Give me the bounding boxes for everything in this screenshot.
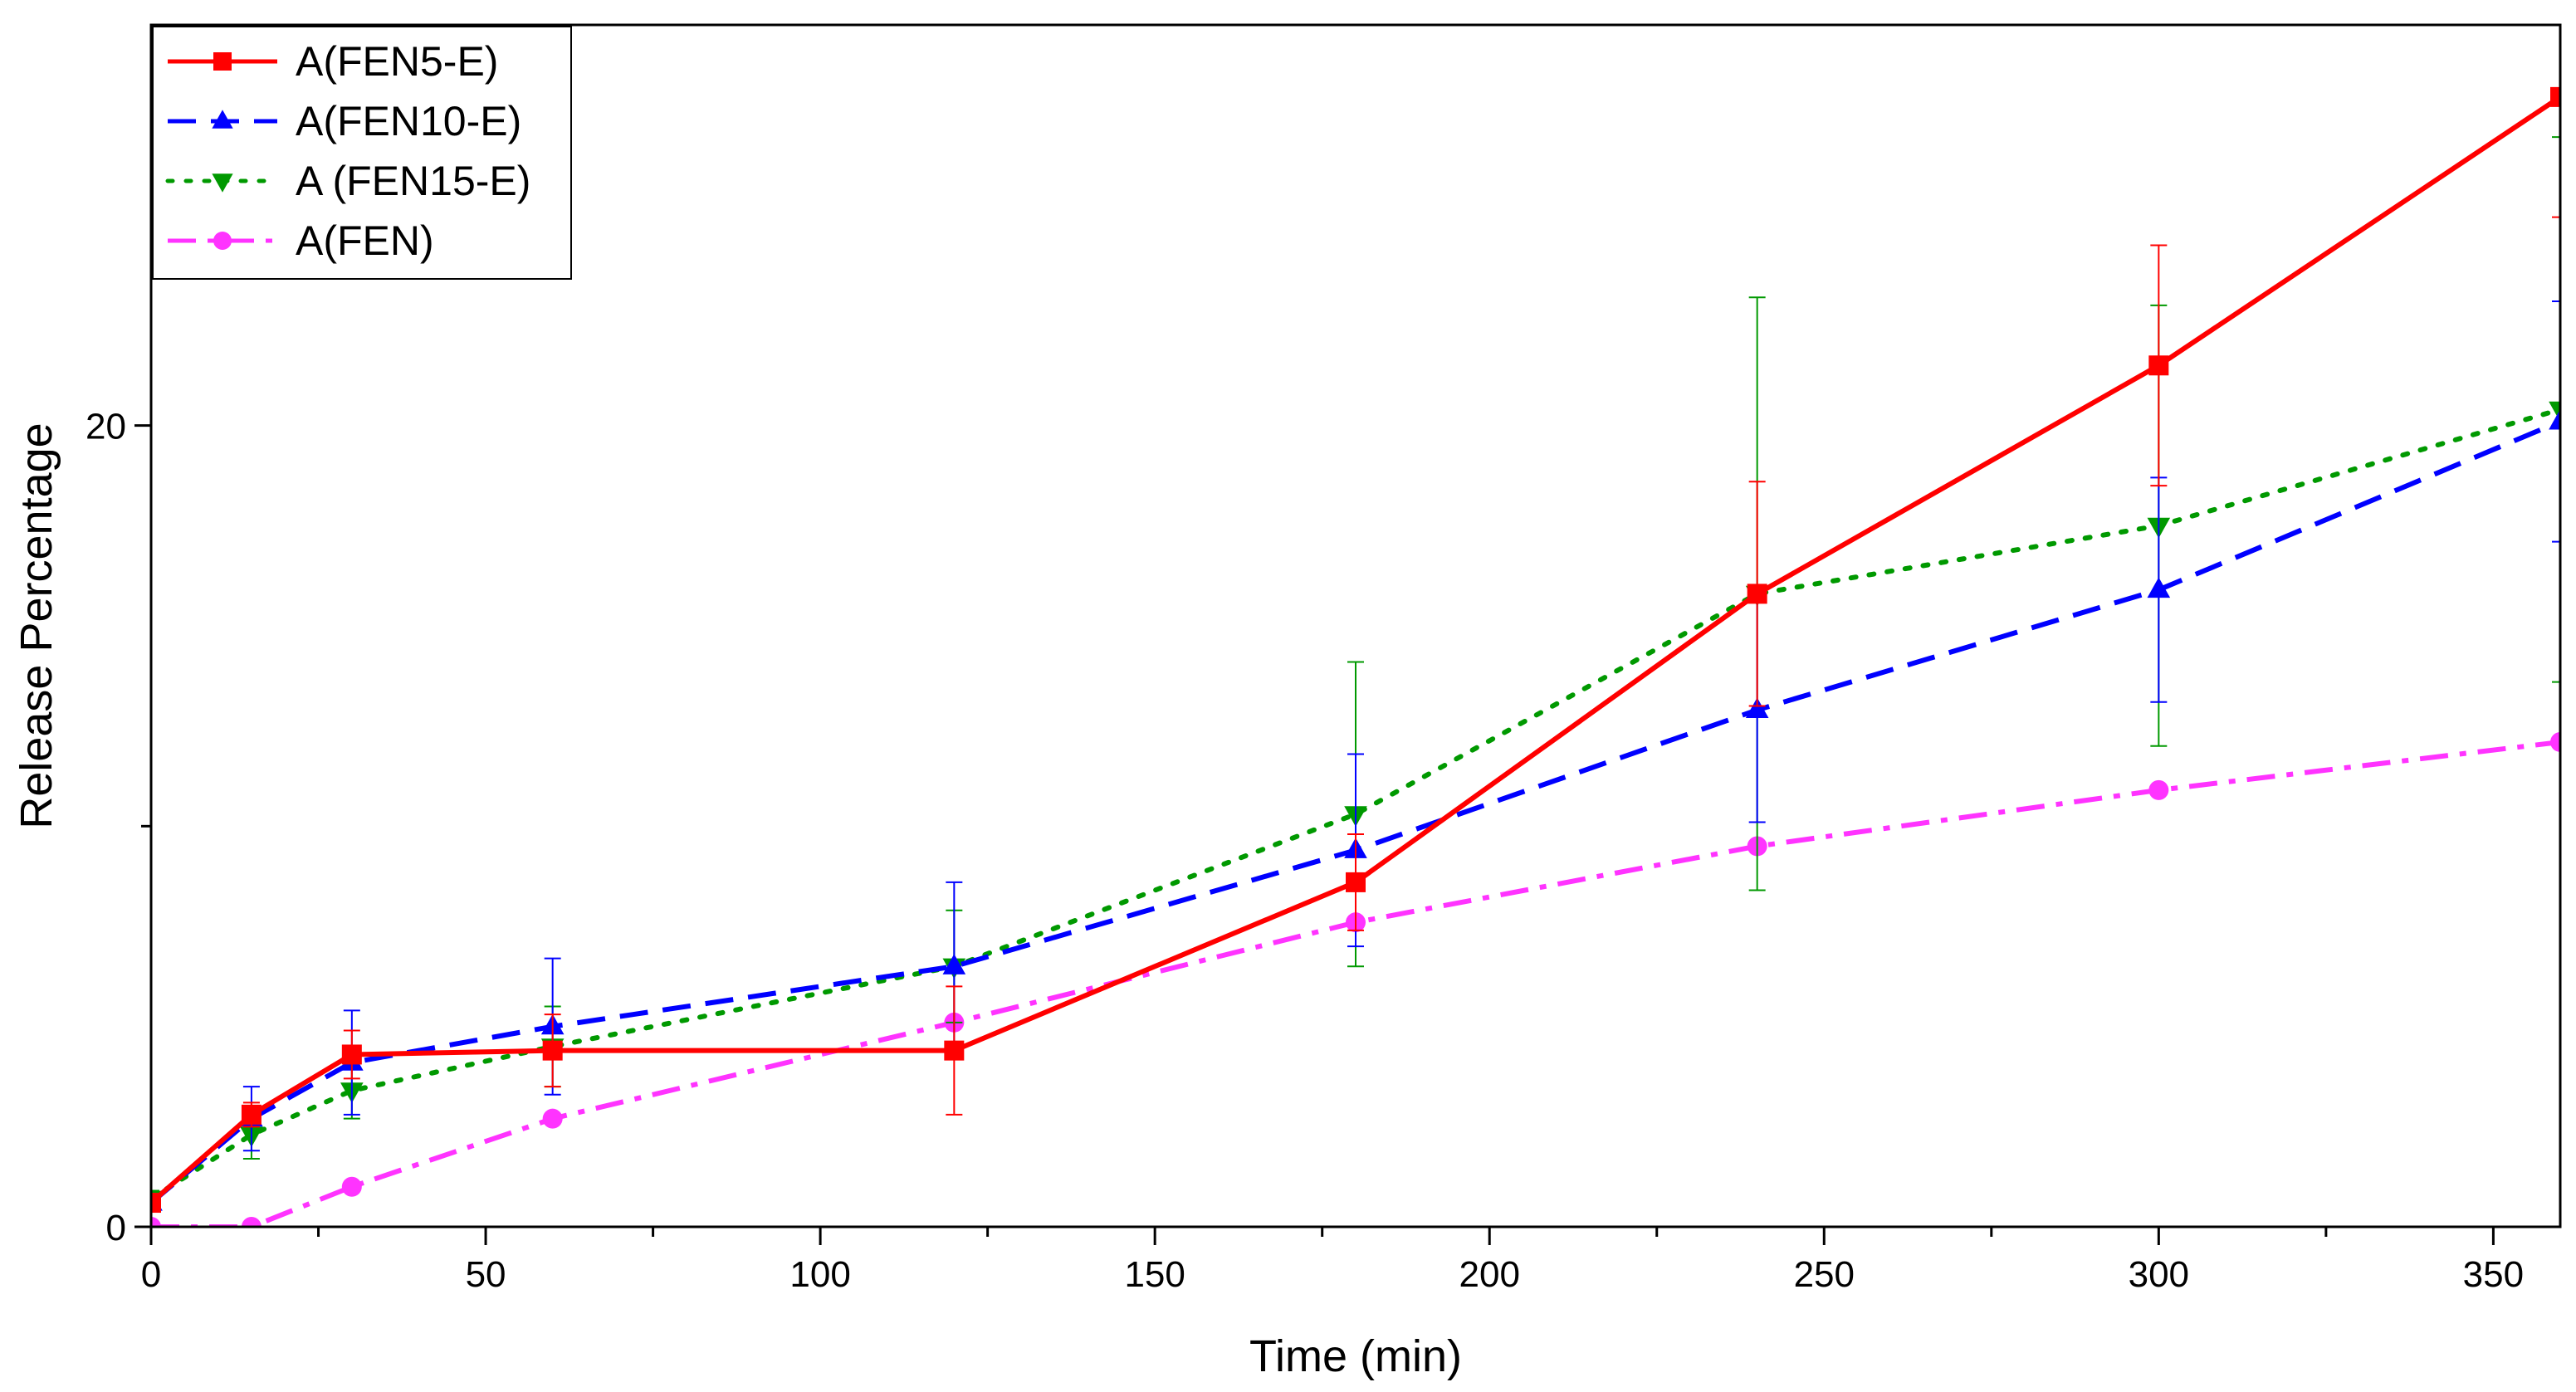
series-0 (151, 25, 2560, 1214)
y-tick-label: 20 (86, 407, 126, 447)
data-point (542, 1040, 563, 1061)
legend-marker (213, 232, 232, 250)
data-point (2148, 355, 2169, 376)
legend-marker (212, 110, 233, 129)
legend-label: A(FEN10-E) (296, 98, 521, 144)
legend-marker (212, 173, 233, 193)
data-point (944, 1040, 965, 1061)
x-tick-label: 150 (1124, 1254, 1185, 1295)
data-point (341, 1176, 362, 1197)
data-point (2549, 408, 2560, 430)
x-tick-label: 100 (789, 1254, 850, 1295)
legend-marker (213, 52, 232, 71)
data-point (341, 1044, 362, 1065)
y-axis: 0 20 (86, 407, 151, 1248)
legend-label: A(FEN5-E) (296, 38, 498, 85)
x-axis-title: Time (min) (1249, 1331, 1462, 1381)
data-point (151, 1217, 161, 1227)
x-tick-label: 0 (141, 1254, 161, 1295)
data-point (2550, 731, 2560, 752)
x-axis: 0 50 100 150 200 250 300 350 (141, 1227, 2524, 1295)
data-point (2147, 577, 2171, 598)
data-point (151, 1193, 161, 1214)
data-point (241, 1217, 262, 1227)
data-point (1747, 584, 1767, 604)
data-point (942, 954, 966, 974)
series-layer (151, 25, 2560, 1227)
legend-label: A(FEN) (296, 217, 434, 264)
legend-label: A (FEN15-E) (296, 158, 530, 204)
x-tick-label: 200 (1459, 1254, 1520, 1295)
data-point (241, 1104, 262, 1125)
data-point (2148, 779, 2169, 800)
data-point (542, 1108, 563, 1129)
x-tick-label: 300 (2129, 1254, 2189, 1295)
y-axis-title: Release Percentage (12, 422, 61, 828)
y-tick-label: 0 (106, 1208, 126, 1248)
plot-frame (149, 23, 2562, 1228)
x-tick-label: 350 (2463, 1254, 2524, 1295)
x-tick-label: 50 (466, 1254, 506, 1295)
data-point (1346, 872, 1366, 892)
x-tick-label: 250 (1794, 1254, 1855, 1295)
legend: A(FEN5-E) A(FEN10-E) A (FEN15-E) A(FEN) (152, 26, 572, 280)
data-point (2550, 86, 2560, 107)
data-point (1745, 697, 1769, 718)
